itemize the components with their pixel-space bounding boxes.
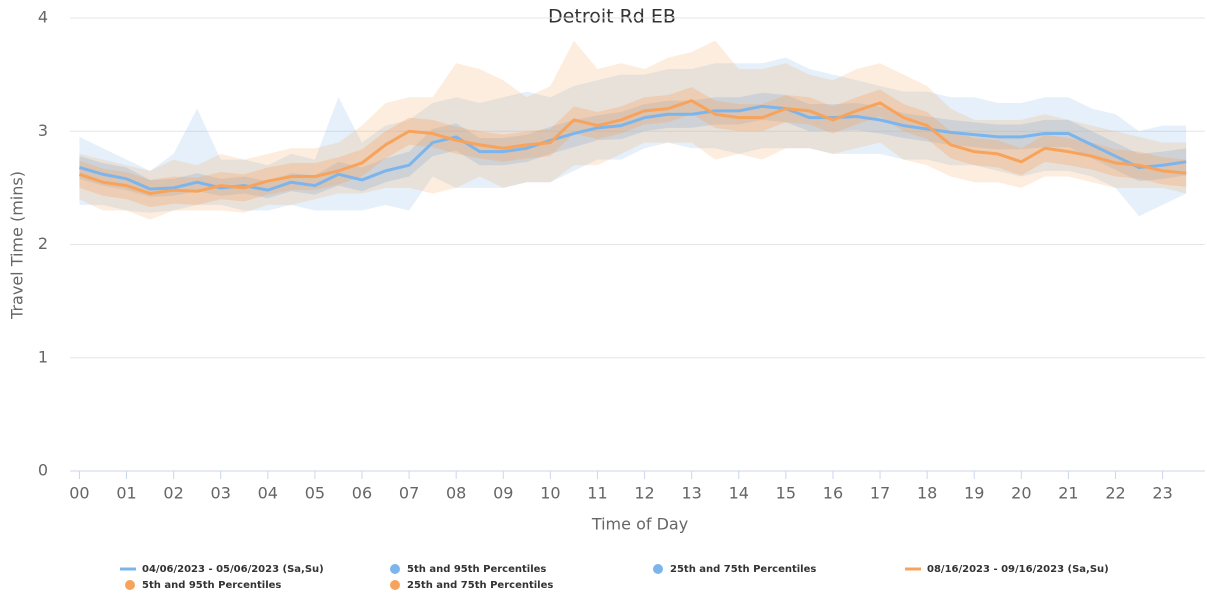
legend-label: 25th and 75th Percentiles xyxy=(407,580,553,591)
x-tick-label: 08 xyxy=(446,484,466,503)
legend-symbol xyxy=(125,580,135,590)
x-tick-label: 10 xyxy=(540,484,560,503)
x-tick-label: 14 xyxy=(729,484,749,503)
x-tick-label: 03 xyxy=(211,484,231,503)
x-tick-label: 16 xyxy=(823,484,843,503)
percentile-band xyxy=(79,57,1187,217)
x-tick-label: 02 xyxy=(163,484,183,503)
x-tick-label: 04 xyxy=(258,484,278,503)
x-tick-label: 01 xyxy=(116,484,136,503)
chart-title: Detroit Rd EB xyxy=(548,6,676,28)
legend-label: 5th and 95th Percentiles xyxy=(407,564,546,575)
x-tick-label: 22 xyxy=(1105,484,1125,503)
x-tick-label: 19 xyxy=(964,484,984,503)
y-tick-label: 3 xyxy=(38,121,48,140)
legend-label: 25th and 75th Percentiles xyxy=(670,564,816,575)
x-axis-title: Time of Day xyxy=(591,515,688,534)
x-tick-label: 06 xyxy=(352,484,372,503)
y-tick-label: 4 xyxy=(38,8,48,27)
y-tick-label: 2 xyxy=(38,234,48,253)
median-line xyxy=(78,99,1187,196)
percentile-band xyxy=(79,40,1187,220)
x-tick-label: 23 xyxy=(1152,484,1172,503)
legend-label: 04/06/2023 - 05/06/2023 (Sa,Su) xyxy=(142,564,324,575)
x-tick-label: 05 xyxy=(305,484,325,503)
legend-symbol xyxy=(390,580,400,590)
x-tick-label: 11 xyxy=(587,484,607,503)
legend-label: 5th and 95th Percentiles xyxy=(142,580,281,591)
x-tick-label: 09 xyxy=(493,484,513,503)
x-tick-label: 13 xyxy=(681,484,701,503)
x-tick-label: 18 xyxy=(917,484,937,503)
x-tick-label: 00 xyxy=(69,484,89,503)
legend-symbol xyxy=(390,564,400,574)
legend-symbol xyxy=(653,564,663,574)
median-line xyxy=(79,104,1187,192)
plot-area xyxy=(78,40,1187,220)
x-tick-label: 20 xyxy=(1011,484,1031,503)
y-tick-label: 1 xyxy=(38,347,48,366)
y-tick-label: 0 xyxy=(38,461,48,480)
y-axis-title: Travel Time (mins) xyxy=(8,171,27,320)
legend-label: 08/16/2023 - 09/16/2023 (Sa,Su) xyxy=(927,564,1109,575)
x-tick-label: 12 xyxy=(634,484,654,503)
x-tick-label: 15 xyxy=(776,484,796,503)
x-tick-label: 21 xyxy=(1058,484,1078,503)
x-tick-label: 07 xyxy=(399,484,419,503)
x-tick-label: 17 xyxy=(870,484,890,503)
legend: 04/06/2023 - 05/06/2023 (Sa,Su) 5th and 9… xyxy=(120,564,1109,591)
